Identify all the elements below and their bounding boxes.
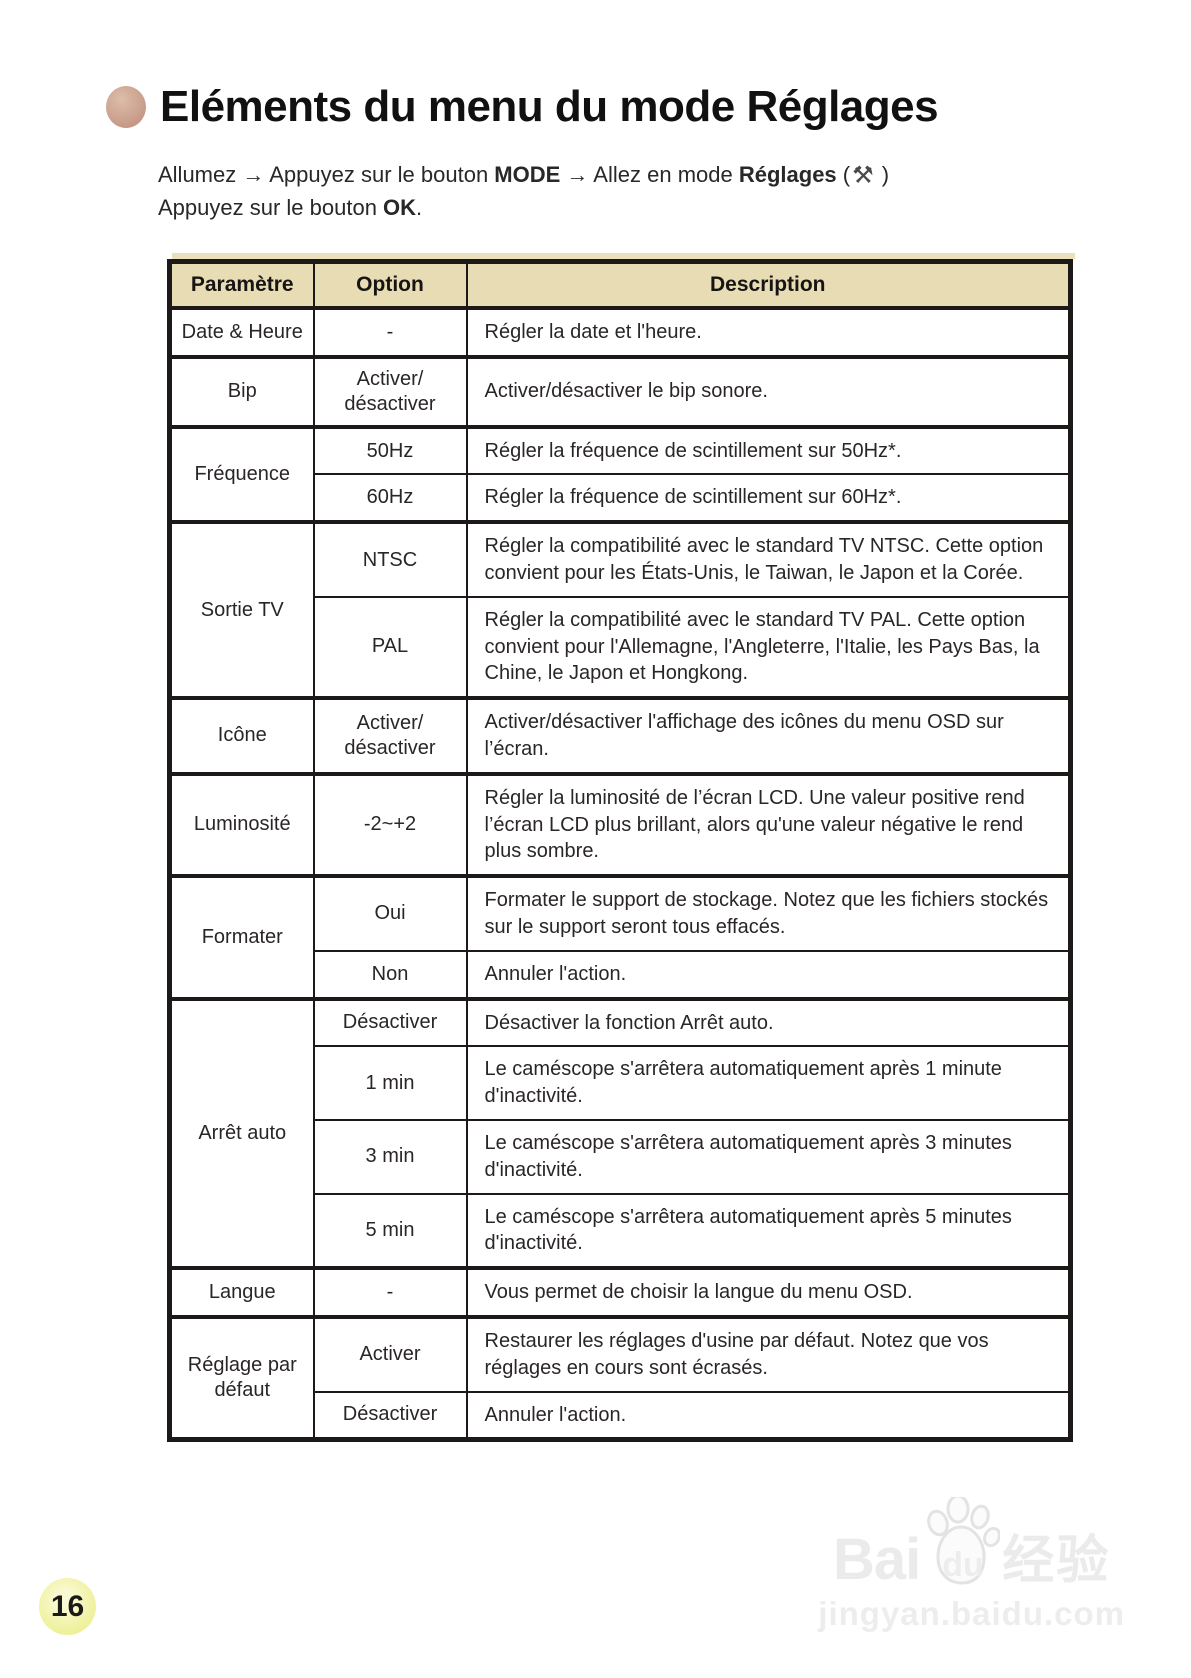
reglages-keyword: Réglages	[738, 162, 837, 187]
description-cell: Régler la compatibilité avec le standard…	[465, 520, 1072, 598]
option-cell: -	[312, 305, 468, 358]
table-row: Date & Heure - Régler la date et l'heure…	[168, 305, 1072, 358]
table-row: Fréquence 50Hz Régler la fréquence de sc…	[168, 424, 1072, 524]
table-row: Luminosité -2~+2 Régler la luminosité de…	[168, 771, 1072, 878]
title-bullet-icon	[106, 86, 146, 128]
intro-segment: (	[836, 162, 851, 187]
description-cell: Régler la fréquence de scintillement sur…	[465, 424, 1072, 476]
description-cell: Le caméscope s'arrêtera automatiquement …	[465, 1045, 1072, 1121]
param-cell: Arrêt auto	[168, 996, 315, 1270]
table-row: Langue - Vous permet de choisir la langu…	[168, 1266, 1072, 1318]
tools-icon: ⚒	[852, 162, 874, 189]
column-header-description: Description	[465, 260, 1072, 310]
param-cell: Sortie TV	[168, 520, 315, 700]
intro-segment: .	[416, 195, 423, 221]
watermark-brand-suffix: 经验	[1002, 1532, 1111, 1591]
option-cell: Activer	[312, 1314, 468, 1393]
table-row: 5 min Le caméscope s'arrêtera automatiqu…	[170, 1192, 1072, 1270]
option-cell: Désactiver	[312, 996, 468, 1048]
mode-keyword: MODE	[494, 162, 561, 187]
option-cell: NTSC	[312, 520, 468, 598]
intro-segment: → Allez en mode	[560, 162, 739, 187]
option-cell: 5 min	[312, 1192, 468, 1270]
param-cell: Bip	[168, 354, 315, 428]
baidu-paw-icon: du	[922, 1497, 1001, 1589]
description-cell: Annuler l'action.	[465, 949, 1072, 1000]
description-cell: Annuler l'action.	[465, 1390, 1072, 1441]
option-cell: 1 min	[312, 1045, 468, 1121]
baidu-watermark: Bai du 经验 jingyan.baidu.com	[818, 1497, 1125, 1633]
column-header-parametre: Paramètre	[168, 260, 315, 310]
description-cell: Désactiver la fonction Arrêt auto.	[465, 996, 1072, 1048]
table-row: 60Hz Régler la fréquence de scintillemen…	[170, 473, 1072, 524]
table-row: Réglage par défaut Activer Restaurer les…	[168, 1314, 1072, 1441]
table-row: Sortie TV NTSC Régler la compatibilité a…	[168, 520, 1072, 700]
option-cell: 3 min	[312, 1118, 468, 1195]
intro-text: Allumez → Appuyez sur le bouton MODE → A…	[158, 158, 988, 223]
page-title: Eléments du menu du mode Réglages	[160, 82, 939, 131]
param-cell: Réglage par défaut	[168, 1314, 315, 1441]
watermark-brand-text: Bai	[833, 1527, 921, 1592]
table-row: Bip Activer/ désactiver Activer/désactiv…	[168, 354, 1072, 428]
table-top-strip	[172, 253, 1075, 260]
param-cell: Langue	[168, 1266, 315, 1318]
param-cell: Formater	[168, 874, 315, 1000]
description-cell: Le caméscope s'arrêtera automatiquement …	[465, 1118, 1072, 1195]
table-row: 1 min Le caméscope s'arrêtera automatiqu…	[170, 1045, 1072, 1121]
option-cell: 50Hz	[312, 424, 468, 476]
table-row: PAL Régler la compatibilité avec le stan…	[170, 595, 1072, 700]
option-cell: Désactiver	[312, 1390, 468, 1441]
watermark-brand-text: du	[942, 1546, 984, 1584]
option-cell: Oui	[312, 874, 468, 952]
column-header-option: Option	[312, 260, 468, 310]
param-cell: Luminosité	[168, 771, 315, 878]
page-number: 16	[50, 1589, 85, 1623]
option-cell: -	[312, 1266, 468, 1318]
param-cell: Date & Heure	[168, 305, 315, 358]
page-number-badge: 16	[39, 1578, 96, 1635]
description-cell: Le caméscope s'arrêtera automatiquement …	[465, 1192, 1072, 1270]
description-cell: Régler la date et l'heure.	[465, 305, 1072, 358]
description-cell: Régler la compatibilité avec le standard…	[465, 595, 1072, 700]
table-row: Non Annuler l'action.	[170, 949, 1072, 1000]
description-cell: Activer/désactiver l'affichage des icône…	[465, 696, 1072, 775]
option-cell: 60Hz	[312, 473, 468, 524]
option-cell: PAL	[312, 595, 468, 700]
param-cell: Fréquence	[168, 424, 315, 524]
intro-segment: )	[875, 162, 890, 187]
table-row: Formater Oui Formater le support de stoc…	[168, 874, 1072, 1000]
description-cell: Régler la luminosité de l’écran LCD. Une…	[465, 771, 1072, 878]
ok-keyword: OK	[383, 195, 417, 221]
description-cell: Restaurer les réglages d'usine par défau…	[465, 1314, 1072, 1393]
table-row: Arrêt auto Désactiver Désactiver la fonc…	[168, 996, 1072, 1270]
table-row: 3 min Le caméscope s'arrêtera automatiqu…	[170, 1118, 1072, 1195]
settings-menu-table: Paramètre Option Description Date & Heur…	[167, 259, 1073, 1443]
option-cell: Activer/ désactiver	[312, 696, 468, 775]
description-cell: Vous permet de choisir la langue du menu…	[465, 1266, 1072, 1318]
table-row: Icône Activer/ désactiver Activer/désact…	[168, 696, 1072, 775]
param-cell: Icône	[168, 696, 315, 775]
option-cell: Non	[312, 949, 468, 1000]
table-header-row: Paramètre Option Description	[168, 260, 1072, 310]
intro-segment: Allumez → Appuyez sur le bouton	[158, 162, 495, 187]
watermark-domain: jingyan.baidu.com	[818, 1595, 1125, 1632]
title-row: Eléments du menu du mode Réglages	[106, 82, 1191, 132]
description-cell: Activer/désactiver le bip sonore.	[465, 354, 1072, 428]
table-row: Désactiver Annuler l'action.	[170, 1390, 1072, 1441]
option-cell: Activer/ désactiver	[312, 354, 468, 428]
option-cell: -2~+2	[312, 771, 468, 878]
description-cell: Régler la fréquence de scintillement sur…	[465, 473, 1072, 524]
description-cell: Formater le support de stockage. Notez q…	[465, 874, 1072, 952]
intro-segment: Appuyez sur le bouton	[158, 195, 384, 221]
